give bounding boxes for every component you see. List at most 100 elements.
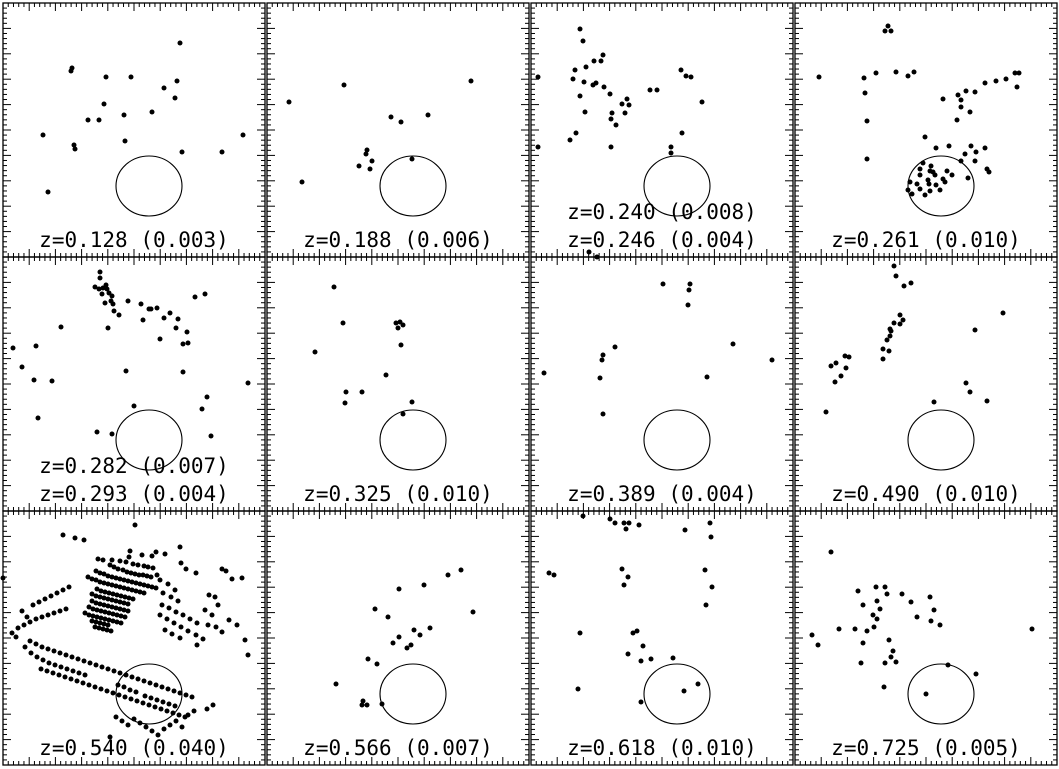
data-point xyxy=(135,676,141,682)
data-point xyxy=(107,734,113,740)
data-point xyxy=(226,617,232,623)
data-point xyxy=(695,681,701,687)
data-point xyxy=(685,302,691,308)
data-point xyxy=(858,660,864,666)
data-point xyxy=(612,520,618,526)
panel-frame xyxy=(794,510,1058,766)
reference-circle xyxy=(379,663,447,725)
data-point xyxy=(110,690,116,696)
data-point xyxy=(600,52,606,58)
data-point xyxy=(104,627,110,633)
data-point xyxy=(109,582,115,588)
data-point xyxy=(111,564,117,570)
data-point xyxy=(395,325,401,331)
data-point xyxy=(702,567,708,573)
data-point xyxy=(583,64,589,70)
data-point xyxy=(154,697,160,703)
data-point xyxy=(66,584,72,590)
data-point xyxy=(937,622,943,628)
data-point xyxy=(15,625,21,631)
data-point xyxy=(626,520,632,526)
data-point xyxy=(110,591,116,597)
data-point xyxy=(535,144,541,150)
data-point xyxy=(89,576,95,582)
data-point xyxy=(157,336,163,342)
data-point xyxy=(180,341,186,347)
data-point xyxy=(202,607,208,613)
data-point xyxy=(133,580,139,586)
data-point xyxy=(108,628,114,634)
data-point xyxy=(893,659,899,665)
data-point xyxy=(110,611,116,617)
data-point xyxy=(535,74,541,80)
data-point xyxy=(102,589,108,595)
data-point xyxy=(125,578,131,584)
data-point xyxy=(132,571,138,577)
redshift-label: z=0.128 (0.003) xyxy=(39,228,229,252)
data-point xyxy=(0,575,6,581)
data-point xyxy=(137,589,143,595)
data-point xyxy=(140,572,146,578)
data-point xyxy=(113,714,119,720)
data-point xyxy=(98,608,104,614)
data-point xyxy=(94,429,100,435)
data-point xyxy=(72,146,78,152)
data-point xyxy=(111,668,117,674)
data-point xyxy=(173,609,179,615)
data-point xyxy=(828,549,834,555)
data-point xyxy=(86,604,92,610)
data-point xyxy=(194,620,200,626)
data-point xyxy=(136,572,142,578)
data-point xyxy=(703,602,709,608)
data-point xyxy=(905,73,911,79)
data-point xyxy=(709,584,715,590)
data-point xyxy=(82,610,88,616)
panel: z=0.389 (0.004) xyxy=(530,249,794,512)
data-point xyxy=(134,698,140,704)
data-point xyxy=(897,321,903,327)
data-point xyxy=(97,570,103,576)
data-point xyxy=(138,301,144,307)
data-point xyxy=(40,132,46,138)
data-point xyxy=(144,573,150,579)
data-point xyxy=(92,684,98,690)
data-point xyxy=(105,622,111,628)
panel-ticks xyxy=(530,256,794,512)
panel: z=0.282 (0.007) z=0.293 (0.004) xyxy=(2,256,266,512)
data-point xyxy=(97,601,103,607)
data-point xyxy=(215,602,221,608)
data-point xyxy=(699,99,705,105)
data-point xyxy=(958,97,964,103)
data-point xyxy=(119,718,125,724)
data-point xyxy=(117,584,123,590)
data-point xyxy=(240,132,246,138)
data-point xyxy=(356,163,362,169)
data-point xyxy=(71,142,77,148)
data-point xyxy=(679,130,685,136)
data-point xyxy=(130,561,136,567)
data-point xyxy=(205,622,211,628)
data-point xyxy=(147,680,153,686)
data-point xyxy=(99,291,105,297)
data-point xyxy=(157,577,163,583)
data-point xyxy=(408,642,414,648)
data-point xyxy=(175,316,181,322)
data-point xyxy=(809,632,815,638)
data-point xyxy=(390,640,396,646)
data-point xyxy=(102,300,108,306)
data-point xyxy=(92,624,98,630)
data-point xyxy=(125,298,131,304)
data-point xyxy=(34,654,40,660)
data-point xyxy=(234,622,240,628)
data-point xyxy=(51,648,57,654)
data-point xyxy=(899,591,905,597)
data-point xyxy=(54,590,60,596)
data-point xyxy=(166,701,172,707)
data-point xyxy=(860,640,866,646)
data-point xyxy=(177,40,183,46)
data-point xyxy=(125,601,131,607)
data-point xyxy=(154,572,160,578)
data-point xyxy=(901,283,907,289)
panel: z=0.325 (0.010) xyxy=(266,256,530,512)
data-point xyxy=(445,572,451,578)
